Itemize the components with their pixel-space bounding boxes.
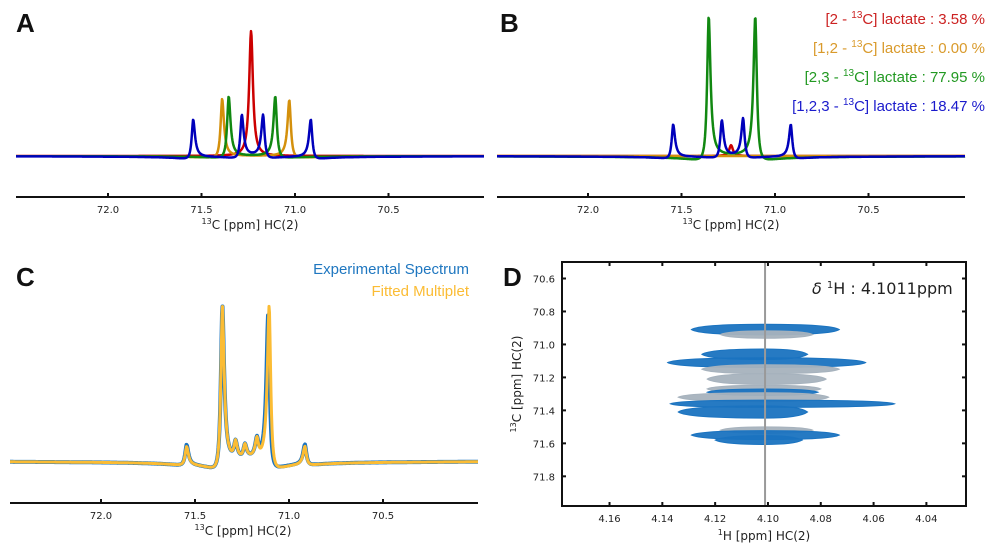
panel-letter-b: B [500,8,519,38]
contour-negative [700,364,841,375]
panel-b: B 72.0 71.5 71.0 70.5 13C [ppm] HC(2) [2 - … [496,8,985,232]
panel-letter-c: C [16,262,35,292]
y-tick-label: 71.6 [533,439,555,450]
contour-negative [706,373,828,385]
x-axis-label-c: 13C [ppm] HC(2) [195,523,292,538]
x-tick-label: 4.14 [651,514,673,525]
panel-c: C 72.0 71.5 71.0 70.5 13C [ppm] HC(2) Exper… [8,261,480,538]
legend-entry: Experimental Spectrum [313,261,469,278]
y-tick-label: 70.6 [533,274,555,285]
x-tick-label: 71.0 [284,205,306,216]
plot-frame-d [561,261,967,507]
x-tick-label: 4.04 [915,514,937,525]
y-tick-label: 71.0 [533,340,555,351]
series-line--2-3-13c-lactate [15,95,485,159]
y-tick-label: 71.4 [533,406,555,417]
y-axis-label-d: 13C [ppm] HC(2) [509,336,524,433]
x-tick-label: 70.5 [857,205,879,216]
contour-positive [714,435,804,446]
x-tick-label: 4.06 [862,514,884,525]
x-tick-label: 4.10 [757,514,779,525]
x-ticks-b: 72.0 71.5 71.0 70.5 [577,193,880,216]
axis-ticks-d: 4.16 4.14 4.12 4.10 4.08 4.06 4.04 70.6 70.8 71.0… [533,262,966,525]
series-layer-c [8,304,480,470]
x-tick-label: 71.0 [764,205,786,216]
x-tick-label: 4.12 [704,514,726,525]
legend-entry: [1,2 - 13C] lactate : 0.00 % [813,39,985,57]
x-ticks-c: 72.0 71.5 71.0 70.5 [90,499,394,522]
series-layer-a [15,29,485,160]
legend-entry: [1,2,3 - 13C] lactate : 18.47 % [792,97,985,115]
legend-entry: [2,3 - 13C] lactate : 77.95 % [805,68,985,86]
legend-entry: [2 - 13C] lactate : 3.58 % [825,10,985,28]
x-tick-label: 70.5 [377,205,399,216]
series-line--1-2-3-13c-lactate [496,116,966,160]
series-line--1-2-13c-lactate [15,97,485,159]
contour-negative [719,330,815,339]
x-tick-label: 70.5 [372,511,394,522]
legend-c: Experimental Spectrum Fitted Multiplet [313,261,470,300]
series-layer-b [496,16,966,161]
panel-a: A 72.0 71.5 71.0 70.5 13C [ppm] HC(2) [15,8,485,232]
series-line-fitted-multiplet [9,304,479,469]
x-tick-label: 71.5 [670,205,692,216]
x-axis-label-a: 13C [ppm] HC(2) [202,217,299,232]
x-tick-label: 4.08 [810,514,832,525]
series-line--1-2-3-13c-lactate [15,113,485,160]
panel-letter-a: A [16,8,35,38]
series-line--2-13c-lactate [15,29,485,158]
contour-layer-d [666,323,896,446]
contour-positive [677,405,809,419]
x-tick-label: 72.0 [90,511,112,522]
x-ticks-a: 72.0 71.5 71.0 70.5 [97,193,400,216]
x-tick-label: 4.16 [598,514,620,525]
x-axis-label-d: 1H [ppm] HC(2) [718,528,810,543]
x-tick-label: 72.0 [577,205,599,216]
panel-d: D 4.16 4.14 4.12 4.10 4.08 4.06 4.04 70.6 70.8 71… [503,261,967,543]
y-tick-label: 71.2 [533,373,555,384]
x-axis-label-b: 13C [ppm] HC(2) [683,217,780,232]
x-tick-label: 72.0 [97,205,119,216]
y-tick-label: 71.8 [533,472,555,483]
legend-entry: Fitted Multiplet [371,283,469,300]
x-tick-label: 71.0 [278,511,300,522]
y-tick-label: 70.8 [533,307,555,318]
chemical-shift-annotation: δ 1H : 4.1011ppm [812,279,953,298]
x-tick-label: 71.5 [184,511,206,522]
x-tick-label: 71.5 [190,205,212,216]
panel-letter-d: D [503,262,522,292]
legend-b: [2 - 13C] lactate : 3.58 % [1,2 - 13C] la… [792,10,985,115]
